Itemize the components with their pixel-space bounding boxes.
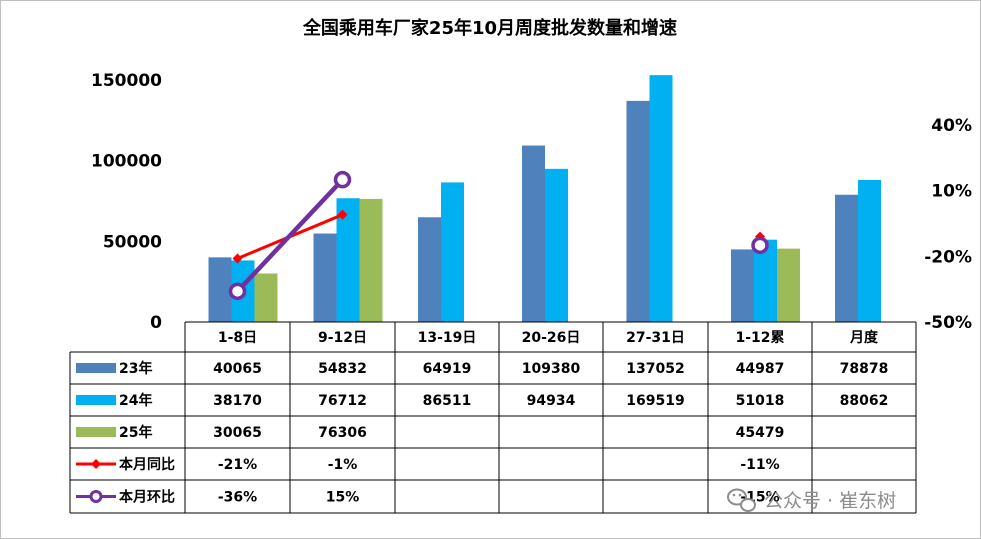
data-label: 51018 <box>736 393 785 409</box>
line-point <box>232 253 243 264</box>
category-label: 27-31日 <box>626 330 685 346</box>
bar <box>359 198 383 322</box>
y-left-tick: 50000 <box>103 232 162 252</box>
data-table: 1-8日 9-12日 13-19日 20-26日 27-31日 1-12累 月度 23年 400… <box>69 321 917 514</box>
bar <box>313 233 337 322</box>
line-point <box>337 209 348 220</box>
data-label: -21% <box>218 457 257 473</box>
data-label: 88062 <box>840 393 889 409</box>
data-label: 64919 <box>423 361 472 377</box>
data-label: 76306 <box>318 425 367 441</box>
data-label: 54832 <box>318 361 367 377</box>
legend-swatch <box>76 427 116 437</box>
line-point <box>751 236 769 255</box>
y-left-tick: 0 <box>150 313 162 333</box>
y-left-tick: 150000 <box>91 71 162 91</box>
data-label: 30065 <box>213 425 262 441</box>
bar <box>649 75 673 322</box>
bar <box>545 168 568 322</box>
series-name: 25年 <box>119 424 152 441</box>
watermark-text: 公众号 · 崔东树 <box>764 490 896 512</box>
bar <box>858 179 881 322</box>
y-right-tick: -20% <box>924 247 972 267</box>
data-label: -11% <box>740 457 779 473</box>
bar <box>254 273 278 322</box>
series-name: 本月环比 <box>119 489 175 506</box>
category-label: 1-8日 <box>218 330 257 346</box>
bar <box>777 248 800 322</box>
series-line <box>235 178 345 293</box>
legend-swatch <box>76 363 116 373</box>
line-point <box>333 170 352 189</box>
bar <box>731 249 754 322</box>
legend-swatch <box>76 395 116 405</box>
data-label: -36% <box>218 490 257 506</box>
bar <box>522 145 545 322</box>
wechat-icon <box>727 488 756 512</box>
category-label: 1-12累 <box>735 330 784 346</box>
data-label: 45479 <box>736 425 785 441</box>
bar <box>754 239 777 322</box>
legend-marker <box>89 490 103 503</box>
data-label: 94934 <box>527 393 576 409</box>
data-label: 169519 <box>626 393 684 409</box>
line-point <box>228 282 247 301</box>
legend-marker <box>91 459 101 469</box>
y-right-tick: 10% <box>931 182 972 202</box>
data-label: 109380 <box>522 361 581 377</box>
data-label: 86511 <box>423 393 472 409</box>
data-label: 38170 <box>213 393 262 409</box>
category-label: 20-26日 <box>522 330 581 346</box>
data-label: -1% <box>328 457 358 473</box>
category-label: 月度 <box>849 329 879 346</box>
bar <box>835 194 858 322</box>
series-name: 本月同比 <box>119 456 175 473</box>
series-name: 23年 <box>119 360 152 377</box>
bar <box>626 100 650 323</box>
data-label: 76712 <box>318 393 367 409</box>
watermark: 公众号 · 崔东树 <box>727 488 896 512</box>
data-label: 15% <box>326 490 360 506</box>
data-label: 137052 <box>626 361 684 377</box>
y-right-tick: -50% <box>924 313 972 333</box>
chart-title: 全国乘用车厂家25年10月周度批发数量和增速 <box>302 17 677 39</box>
y-left-tick: 100000 <box>91 152 162 172</box>
bar <box>441 182 464 322</box>
plot-area: 0 50000 100000 150000 -50% -20% 10% 40% <box>91 71 972 333</box>
bar <box>418 217 441 322</box>
data-label: 78878 <box>840 361 889 377</box>
bar <box>336 198 360 322</box>
category-label: 13-19日 <box>418 330 477 346</box>
series-name: 24年 <box>119 392 152 409</box>
y-right-tick: 40% <box>931 116 972 136</box>
bar <box>208 257 232 322</box>
data-label: 44987 <box>736 361 785 377</box>
data-label: 40065 <box>213 361 262 377</box>
category-label: 9-12日 <box>318 330 367 346</box>
